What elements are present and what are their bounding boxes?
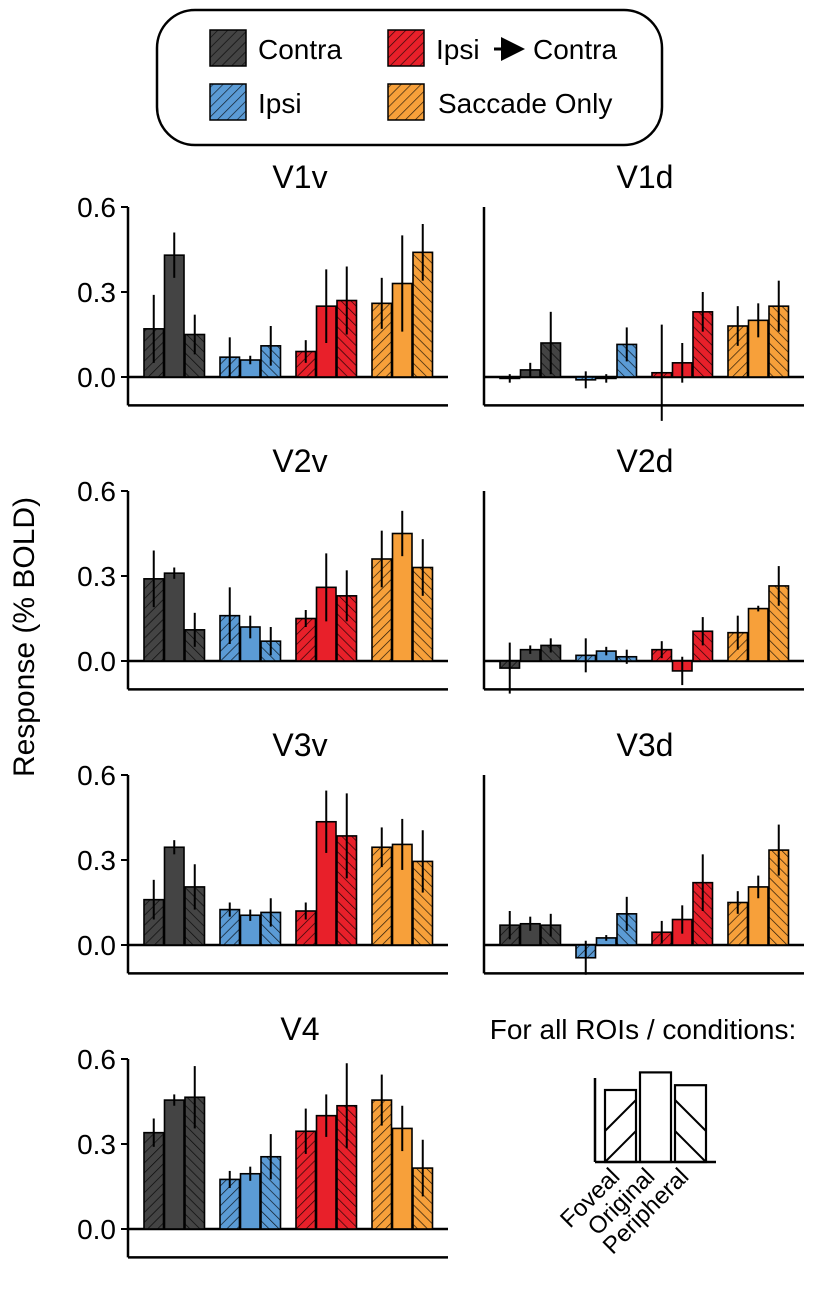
legend-label-saccade: Saccade Only bbox=[438, 88, 612, 119]
legend-label-ipsi: Ipsi bbox=[258, 88, 302, 119]
bar-foveal-hatch bbox=[144, 1132, 164, 1229]
key-hatch bbox=[604, 1099, 637, 1132]
bar-foveal-hatch bbox=[372, 847, 392, 945]
bar-peripheral-hatch bbox=[185, 886, 205, 945]
bar-foveal-hatch bbox=[296, 1131, 316, 1229]
bar-peripheral-hatch bbox=[185, 334, 205, 377]
bar-foveal-hatch bbox=[296, 911, 316, 945]
panel-v3d: V3d bbox=[482, 727, 804, 975]
bar-peripheral-hatch bbox=[693, 631, 713, 661]
bar-original bbox=[239, 1172, 261, 1230]
bar-peripheral-hatch bbox=[769, 850, 789, 945]
legend-frame bbox=[155, 8, 664, 147]
panel-v2v: V2v 0.0 0.3 0.6 bbox=[77, 443, 448, 691]
panel-title: V1v bbox=[272, 159, 327, 195]
panel-v2d: V2d bbox=[482, 443, 804, 694]
bar-foveal-hatch bbox=[144, 578, 164, 661]
bar-peripheral-hatch bbox=[693, 882, 713, 945]
bar-foveal-hatch bbox=[296, 351, 316, 377]
panel-title: V1d bbox=[617, 159, 674, 195]
y-tick-label: 0.6 bbox=[77, 1044, 116, 1075]
key-hatch bbox=[674, 1130, 707, 1163]
bar-foveal-hatch bbox=[220, 1179, 240, 1229]
bar-peripheral-hatch bbox=[769, 585, 789, 661]
key-hatch bbox=[674, 1099, 707, 1132]
panel-title: V4 bbox=[280, 1011, 319, 1047]
y-tick-label: 0.0 bbox=[77, 1214, 116, 1245]
key-title: For all ROIs / conditions: bbox=[490, 1014, 797, 1045]
bar-foveal-hatch bbox=[296, 618, 316, 661]
key-bars bbox=[603, 1071, 708, 1164]
y-tick-label: 0.3 bbox=[77, 561, 116, 592]
panel-title: V2d bbox=[617, 443, 674, 479]
bar-peripheral-hatch bbox=[413, 567, 433, 661]
panel-v4: V4 0.0 0.3 0.6 bbox=[77, 1011, 448, 1259]
y-tick-label: 0.3 bbox=[77, 1129, 116, 1160]
legend-label-ipsi-contra-right: Contra bbox=[533, 34, 617, 65]
legend-label-contra: Contra bbox=[258, 34, 342, 65]
bar-peripheral-hatch bbox=[337, 1105, 357, 1229]
bar-peripheral-hatch bbox=[261, 1156, 281, 1229]
panel-title: V2v bbox=[272, 443, 327, 479]
panels: V1v 0.0 0.3 0.6 V1d V2v 0.0 0.3 0.6 V2d V3v 0.0 0.3 0… bbox=[77, 159, 804, 1259]
y-tick-label: 0.0 bbox=[77, 930, 116, 961]
y-axis-label: Response (% BOLD) bbox=[8, 497, 41, 777]
panel-title: V3d bbox=[617, 727, 674, 763]
bar-peripheral-hatch bbox=[337, 300, 357, 377]
y-tick-label: 0.3 bbox=[77, 845, 116, 876]
legend: Contra Ipsi Ipsi Contra Saccade Only bbox=[155, 8, 664, 147]
bar-foveal-hatch bbox=[728, 326, 748, 377]
bar-original bbox=[163, 846, 185, 946]
bar-peripheral-hatch bbox=[337, 835, 357, 945]
bar-peripheral-hatch bbox=[693, 311, 713, 377]
panel-v3v: V3v 0.0 0.3 0.6 bbox=[77, 727, 448, 975]
key-bar-original bbox=[638, 1071, 673, 1164]
panel-v1v: V1v 0.0 0.3 0.6 bbox=[77, 159, 448, 407]
legend-label-ipsi-contra-left: Ipsi bbox=[436, 34, 480, 65]
bar-original bbox=[163, 572, 185, 662]
y-tick-label: 0.0 bbox=[77, 646, 116, 677]
key-hatch bbox=[604, 1130, 637, 1163]
bar-peripheral-hatch bbox=[413, 252, 433, 377]
bar-original bbox=[163, 1099, 185, 1230]
bar-peripheral-hatch bbox=[413, 1168, 433, 1229]
panel-v1d: V1d bbox=[482, 159, 804, 421]
bar-peripheral-hatch bbox=[337, 595, 357, 661]
bar-foveal-hatch bbox=[372, 303, 392, 377]
panel-title: V3v bbox=[272, 727, 327, 763]
bar-peripheral-hatch bbox=[541, 645, 561, 661]
bar-foveal-hatch bbox=[372, 559, 392, 661]
key-bar-peripheral bbox=[673, 1084, 708, 1164]
key-panel: For all ROIs / conditions: Foveal Origin… bbox=[490, 1014, 797, 1260]
y-tick-label: 0.6 bbox=[77, 760, 116, 791]
y-tick-label: 0.6 bbox=[77, 192, 116, 223]
y-tick-label: 0.0 bbox=[77, 362, 116, 393]
bar-peripheral-hatch bbox=[769, 306, 789, 377]
bar-original bbox=[747, 607, 769, 662]
bar-peripheral-hatch bbox=[261, 912, 281, 945]
bar-peripheral-hatch bbox=[185, 1097, 205, 1229]
bar-foveal-hatch bbox=[372, 1100, 392, 1229]
bar-foveal-hatch bbox=[220, 909, 240, 945]
bar-foveal-hatch bbox=[728, 902, 748, 945]
y-tick-label: 0.3 bbox=[77, 277, 116, 308]
y-tick-label: 0.6 bbox=[77, 476, 116, 507]
bar-foveal-hatch bbox=[144, 899, 164, 945]
bar-peripheral-hatch bbox=[413, 861, 433, 945]
